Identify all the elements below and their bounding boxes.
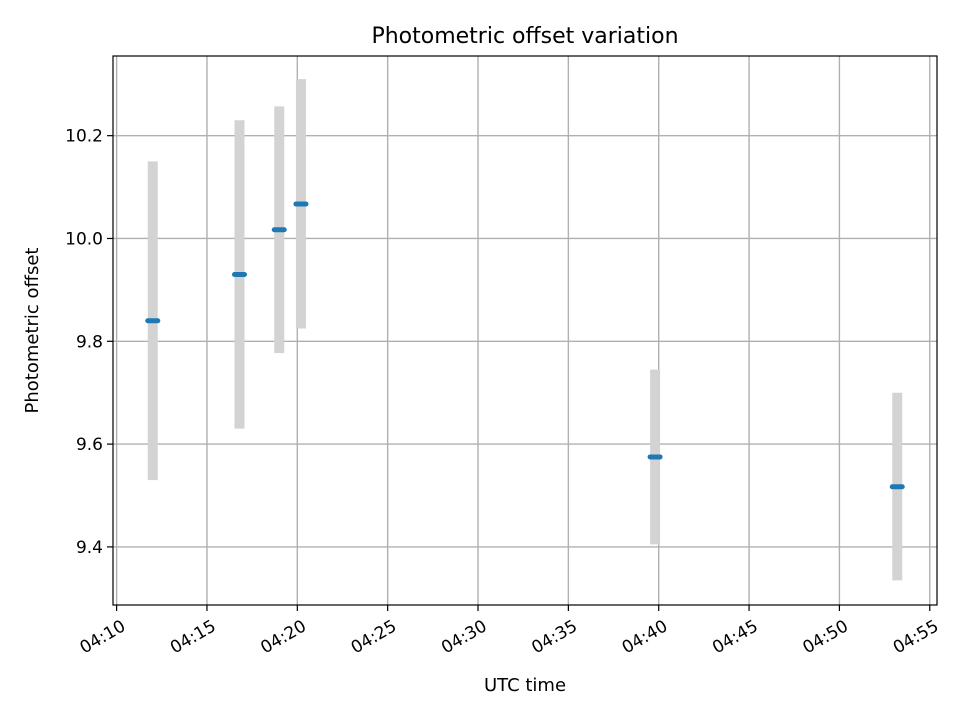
x-tick-label: 04:40: [619, 616, 671, 658]
error-bars: [147, 79, 903, 581]
x-tick-label: 04:55: [890, 616, 942, 658]
x-tick-label: 04:30: [438, 616, 490, 658]
x-tick-label: 04:25: [348, 616, 400, 658]
grid: [113, 56, 937, 605]
x-axis-ticks: 04:10 04:15 04:20 04:25 04:30 04:35 04:40 04:45…: [77, 605, 942, 658]
y-tick-label: 10.0: [65, 229, 103, 249]
y-axis-label: Photometric offset: [22, 248, 43, 414]
x-tick-label: 04:35: [528, 616, 580, 658]
y-axis-ticks: 9.4 9.6 9.8 10.0 10.2: [65, 127, 113, 558]
plot-frame: [112, 55, 938, 606]
x-axis-label: UTC time: [484, 675, 566, 696]
y-tick-label: 9.6: [76, 435, 103, 455]
y-tick-label: 9.8: [76, 332, 103, 352]
x-tick-label: 04:20: [257, 616, 309, 658]
x-tick-label: 04:15: [167, 616, 219, 658]
y-tick-label: 9.4: [76, 538, 103, 558]
y-tick-label: 10.2: [65, 127, 103, 147]
x-tick-label: 04:45: [709, 616, 761, 658]
x-tick-label: 04:10: [77, 616, 129, 658]
data-points: [145, 201, 905, 490]
x-tick-label: 04:50: [799, 616, 851, 658]
chart-title: Photometric offset variation: [371, 24, 678, 49]
